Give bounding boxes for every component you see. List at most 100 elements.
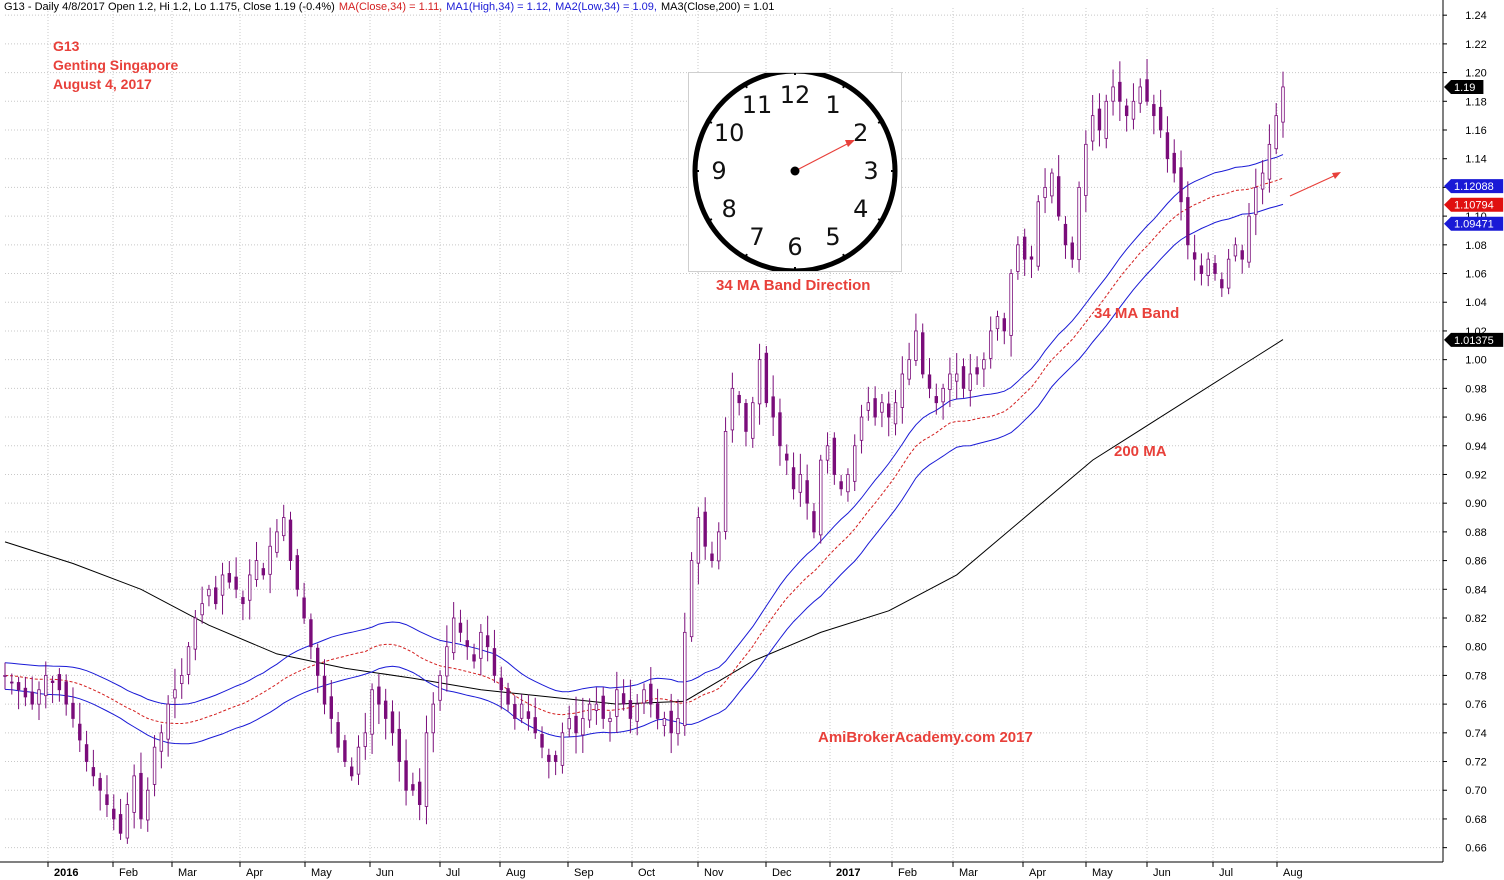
ma-high-readout: MA1(High,34) = 1.12,: [446, 1, 552, 13]
y-tick-label: 1.04: [1465, 297, 1486, 309]
clock-tick: [707, 218, 713, 223]
candle: [519, 694, 524, 724]
candle: [16, 676, 21, 710]
candle: [417, 768, 422, 821]
price-tags: 1.19 1.12088 1.10794 1.09471 1.01375: [1444, 79, 1504, 347]
candle: [214, 575, 218, 610]
clock-tick: [842, 83, 847, 89]
candle: [10, 673, 14, 695]
candle-body: [1179, 167, 1183, 203]
candle: [363, 712, 367, 760]
candle: [689, 552, 694, 642]
candle-body: [676, 718, 680, 735]
candle-body: [3, 675, 7, 677]
candle-body: [248, 574, 252, 601]
candle-body: [404, 760, 408, 791]
candle: [1090, 94, 1095, 151]
candle-body: [832, 437, 837, 475]
y-tick-label: 0.86: [1465, 556, 1486, 568]
candle: [853, 434, 857, 492]
candle: [458, 609, 463, 643]
candle: [1192, 234, 1197, 281]
y-tick-label: 0.96: [1465, 412, 1486, 424]
clock-number: 10: [714, 119, 745, 147]
clock-tick: [842, 253, 847, 259]
candle: [948, 357, 952, 408]
candle-body: [798, 474, 803, 493]
candle-body: [1002, 318, 1006, 332]
candle: [730, 372, 735, 443]
candle: [975, 356, 979, 385]
price-tag: 1.09471: [1444, 216, 1504, 231]
candle-body: [771, 396, 775, 418]
candle: [1247, 203, 1251, 268]
candle: [84, 730, 89, 772]
y-tick-label: 0.94: [1465, 441, 1486, 453]
candle-body: [1070, 242, 1074, 260]
candle-body: [336, 722, 340, 748]
candle: [159, 724, 164, 769]
candle: [893, 389, 898, 436]
candle-body: [166, 703, 170, 740]
y-tick-label: 1.00: [1465, 355, 1486, 367]
y-tick-label: 0.84: [1465, 584, 1486, 596]
candle: [1118, 61, 1122, 121]
chart-header: G13 - Daily 4/8/2017 Open 1.2, Hi 1.2, L…: [4, 1, 778, 13]
price-tag-text: 1.10794: [1454, 200, 1494, 212]
candle: [995, 310, 1000, 341]
candle-body: [1172, 152, 1176, 174]
candle: [1077, 181, 1081, 273]
candle-body: [812, 511, 816, 533]
candle: [1260, 160, 1265, 205]
candle: [1016, 236, 1020, 280]
y-tick-label: 1.16: [1465, 125, 1486, 137]
x-tick-label: Feb: [898, 867, 917, 879]
candle: [132, 764, 136, 829]
x-tick-label: Apr: [1029, 867, 1046, 879]
candle: [1145, 58, 1149, 106]
candle-body: [383, 700, 388, 719]
candle-body: [907, 359, 911, 380]
candle-body: [50, 680, 55, 683]
ma200-label: 200 MA: [1114, 443, 1167, 460]
candle-body: [254, 560, 259, 580]
candle-body: [472, 654, 476, 662]
candle: [370, 683, 374, 754]
candle-body: [540, 734, 544, 748]
candle-body: [662, 718, 667, 726]
x-tick-label: Nov: [704, 867, 724, 879]
candle: [1070, 236, 1074, 268]
candle: [798, 453, 803, 507]
candle-body: [390, 711, 395, 734]
candle: [717, 522, 721, 570]
candle: [791, 452, 796, 500]
clock-number: 12: [780, 81, 811, 109]
candle-body: [730, 387, 735, 431]
candle: [404, 739, 408, 806]
candle-body: [669, 710, 673, 734]
candle-body: [57, 674, 62, 691]
candle: [900, 356, 905, 424]
candle: [316, 643, 320, 693]
candle-body: [282, 517, 286, 537]
candle-body: [234, 576, 238, 590]
candle-body: [1192, 252, 1197, 260]
candle-body: [1118, 81, 1122, 102]
candle: [499, 666, 503, 710]
x-tick-label: 2017: [836, 867, 860, 879]
candle-body: [805, 480, 809, 504]
candle: [390, 700, 395, 746]
x-tick-label: Aug: [506, 867, 526, 879]
candle-body: [485, 635, 490, 648]
candle-body: [825, 445, 830, 461]
candle: [642, 683, 646, 714]
ma-band: [4, 154, 1284, 745]
candle: [1186, 181, 1190, 260]
y-tick-label: 0.78: [1465, 670, 1486, 682]
candle: [1172, 139, 1176, 183]
candle-body: [553, 755, 558, 762]
candle-body: [200, 603, 204, 616]
candle: [608, 711, 612, 742]
candle: [832, 432, 837, 485]
